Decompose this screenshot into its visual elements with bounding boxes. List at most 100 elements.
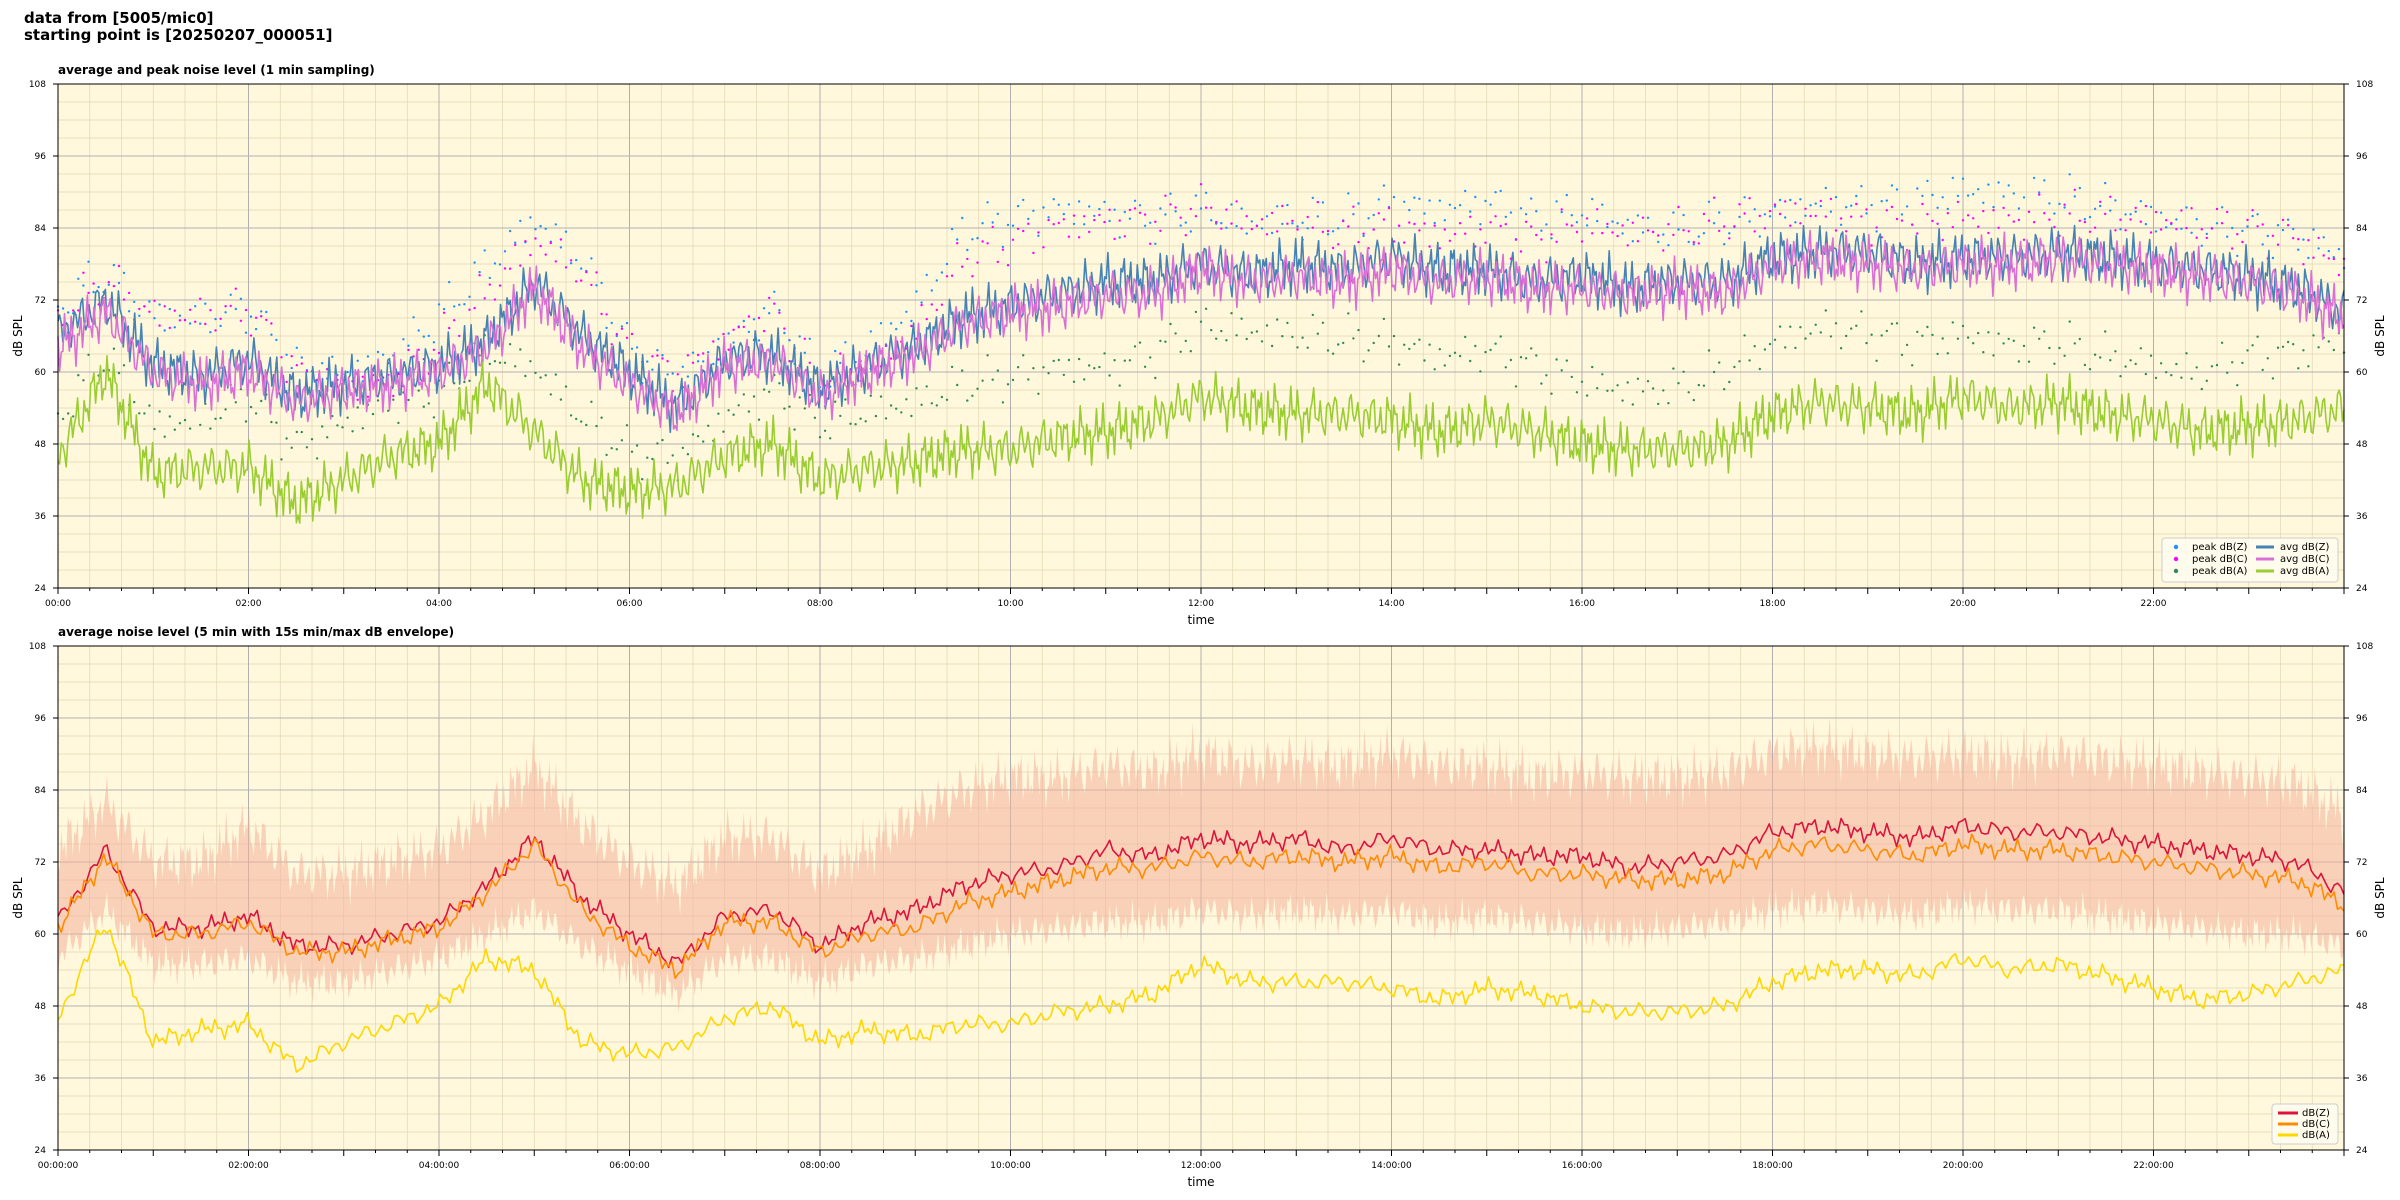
data-point — [2185, 352, 2188, 355]
data-point — [1362, 360, 1365, 363]
data-point — [1789, 198, 1792, 202]
data-point — [1753, 208, 1756, 211]
data-point — [615, 333, 618, 336]
data-point — [1052, 223, 1055, 226]
data-point — [1072, 380, 1076, 383]
data-point — [900, 411, 903, 414]
data-point — [1296, 346, 1299, 349]
data-point — [1179, 216, 1182, 219]
data-point — [199, 322, 202, 325]
data-point — [508, 343, 512, 346]
data-point — [1728, 237, 1731, 240]
data-point — [2220, 341, 2224, 344]
data-point — [2038, 191, 2041, 194]
data-point — [966, 257, 969, 261]
data-point — [1128, 359, 1132, 362]
data-point — [204, 302, 207, 305]
data-point — [315, 457, 319, 460]
data-point — [427, 334, 430, 338]
data-point — [2139, 347, 2142, 350]
data-point — [1489, 348, 1492, 352]
data-point — [254, 327, 258, 331]
data-point — [1885, 209, 1889, 212]
data-point — [727, 332, 730, 335]
data-point — [122, 364, 126, 367]
data-point — [1743, 212, 1746, 215]
data-point — [605, 313, 608, 316]
data-point — [869, 394, 872, 397]
data-point — [249, 334, 253, 337]
y-tick-label: 60 — [35, 930, 47, 940]
data-point — [600, 416, 603, 419]
data-point — [1474, 195, 1477, 199]
data-point — [1677, 205, 1680, 209]
data-point — [1418, 229, 1421, 232]
data-point — [1824, 309, 1828, 312]
data-point — [2002, 206, 2005, 210]
data-point — [1418, 197, 1421, 200]
data-point — [1626, 381, 1629, 384]
data-point — [1570, 224, 1574, 227]
data-point — [1890, 205, 1894, 209]
data-point — [183, 319, 187, 322]
data-point — [1966, 214, 1970, 217]
data-point — [1712, 196, 1716, 199]
data-point — [2048, 218, 2051, 221]
data-point — [1829, 197, 1833, 201]
data-point — [1662, 389, 1665, 392]
data-point — [702, 440, 705, 443]
data-point — [498, 361, 502, 364]
series-line-avg-db-a- — [57, 355, 2345, 524]
data-point — [1809, 204, 1812, 207]
data-point — [1006, 383, 1010, 386]
data-point — [194, 320, 197, 323]
y-axis-label-right: dB SPL — [2373, 315, 2387, 357]
data-point — [762, 329, 766, 333]
data-point — [1270, 231, 1274, 235]
data-point — [940, 271, 944, 274]
x-tick-label: 10:00 — [998, 599, 1024, 609]
data-point — [514, 241, 517, 244]
data-point — [2251, 214, 2254, 218]
data-point — [1128, 217, 1132, 220]
data-point — [1728, 232, 1731, 235]
data-point — [1392, 240, 1396, 243]
series-line-db-c- — [57, 833, 2345, 980]
data-point — [595, 424, 598, 428]
data-point — [214, 329, 217, 332]
data-point — [1657, 234, 1660, 237]
data-point — [1997, 226, 2000, 229]
data-point — [244, 308, 248, 312]
y-tick-label: 48 — [35, 1002, 47, 1012]
data-point — [2231, 247, 2234, 250]
data-point — [1159, 229, 1162, 232]
data-point — [1311, 313, 1315, 317]
data-point — [1794, 202, 1797, 205]
data-point — [1839, 223, 1843, 226]
data-point — [1545, 261, 1548, 264]
data-point — [1123, 235, 1127, 238]
data-point — [519, 348, 522, 351]
data-point — [1438, 247, 1442, 250]
data-point — [625, 336, 629, 339]
data-point — [1804, 337, 1807, 340]
data-point — [1149, 221, 1152, 224]
data-point — [1281, 335, 1284, 338]
data-point — [138, 412, 141, 415]
data-point — [1042, 246, 1045, 249]
data-point — [575, 258, 578, 262]
data-point — [1108, 219, 1111, 223]
data-point — [712, 340, 715, 343]
data-point — [717, 358, 720, 361]
data-point — [402, 338, 405, 341]
data-point — [188, 322, 192, 325]
data-point — [163, 435, 166, 438]
data-point — [539, 224, 542, 228]
data-point — [1220, 227, 1223, 230]
data-point — [1580, 214, 1584, 217]
series-line-db-a- — [57, 929, 2345, 1073]
data-point — [1286, 321, 1289, 325]
data-point — [1154, 242, 1157, 245]
data-point — [1987, 183, 1990, 186]
data-point — [580, 267, 583, 270]
